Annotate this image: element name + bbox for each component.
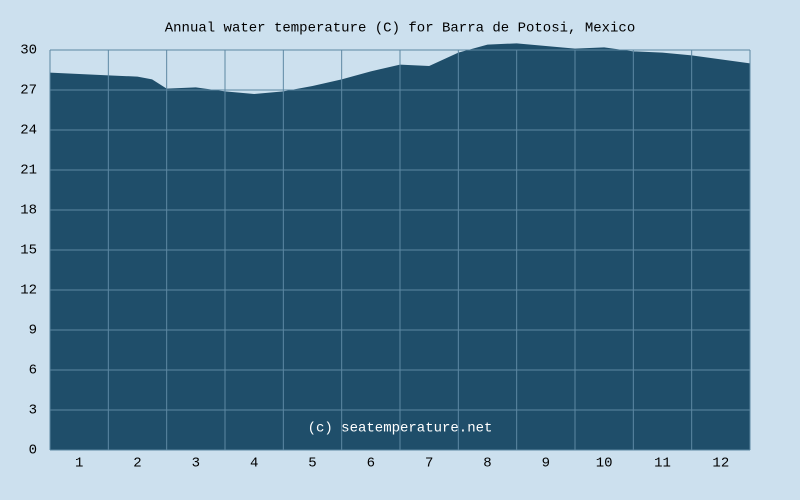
x-tick-label: 6 xyxy=(367,456,375,472)
x-tick-label: 2 xyxy=(133,456,141,472)
x-tick-label: 5 xyxy=(308,456,316,472)
y-tick-label: 3 xyxy=(29,403,37,419)
x-tick-label: 12 xyxy=(712,456,729,472)
y-tick-label: 0 xyxy=(29,443,37,459)
x-tick-label: 11 xyxy=(654,456,671,472)
watermark: (c) seatemperature.net xyxy=(308,421,493,437)
x-tick-label: 9 xyxy=(542,456,550,472)
y-tick-label: 15 xyxy=(20,243,37,259)
y-tick-label: 6 xyxy=(29,363,37,379)
chart-title: Annual water temperature (C) for Barra d… xyxy=(165,21,635,37)
y-tick-label: 9 xyxy=(29,323,37,339)
x-tick-label: 7 xyxy=(425,456,433,472)
y-tick-label: 12 xyxy=(20,283,37,299)
y-tick-label: 24 xyxy=(20,123,37,139)
y-tick-label: 18 xyxy=(20,203,37,219)
x-tick-label: 1 xyxy=(75,456,83,472)
y-tick-label: 21 xyxy=(20,163,37,179)
x-tick-label: 3 xyxy=(192,456,200,472)
x-tick-label: 10 xyxy=(596,456,613,472)
y-tick-label: 27 xyxy=(20,83,37,99)
y-tick-label: 30 xyxy=(20,43,37,59)
x-tick-label: 8 xyxy=(483,456,491,472)
x-tick-label: 4 xyxy=(250,456,258,472)
